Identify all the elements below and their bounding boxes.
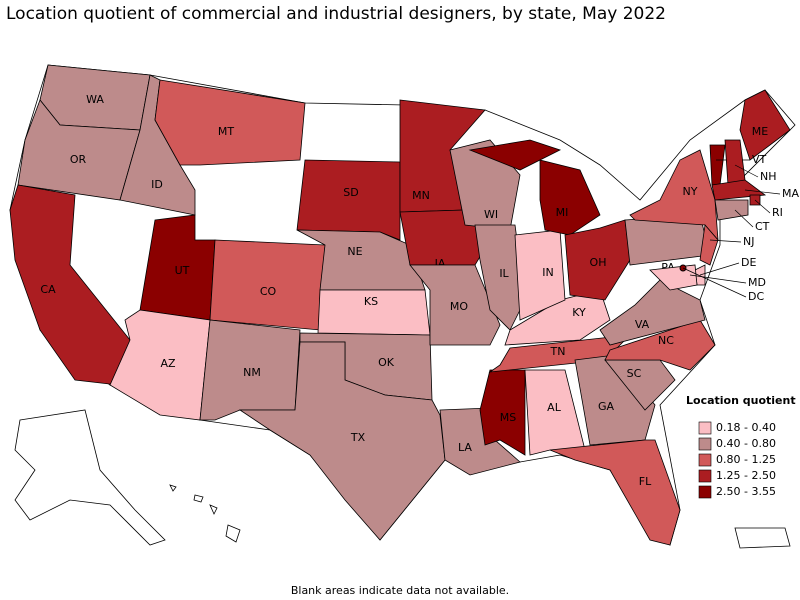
state-label: OR <box>70 153 87 166</box>
state-label: MT <box>218 125 234 138</box>
state-label: NJ <box>743 235 754 248</box>
state-label: RI <box>772 206 783 219</box>
state-shape <box>599 279 706 346</box>
state-label: VT <box>752 153 767 166</box>
state-label: MO <box>450 300 468 313</box>
state-label: MN <box>412 189 430 202</box>
legend-swatch <box>698 421 712 435</box>
legend-label: 0.18 - 0.40 <box>716 421 776 434</box>
leader-line <box>734 164 759 178</box>
state-label: DC <box>748 290 764 303</box>
state-shape <box>238 341 446 541</box>
state-shape <box>409 264 501 346</box>
leader-line <box>734 209 754 228</box>
state-label: FL <box>639 475 652 488</box>
state-shape <box>549 439 681 546</box>
state-label: SC <box>627 367 642 380</box>
leader-line <box>754 199 771 214</box>
state-shape <box>739 89 791 161</box>
leader-line <box>744 189 781 195</box>
state-label: ID <box>151 178 163 191</box>
state-label: ME <box>752 125 768 138</box>
legend-label: 2.50 - 3.55 <box>716 485 776 498</box>
state-label: AL <box>547 401 562 414</box>
state-label: SD <box>343 186 358 199</box>
state-label: NC <box>658 334 674 347</box>
state-label: GA <box>598 400 615 413</box>
state-label: OK <box>378 356 395 369</box>
legend-swatch <box>698 469 712 483</box>
state-label: TN <box>550 345 566 358</box>
legend-label: 0.80 - 1.25 <box>716 453 776 466</box>
footnote: Blank areas indicate data not available. <box>291 584 509 597</box>
state-label: VA <box>635 318 650 331</box>
state-label: NM <box>243 366 261 379</box>
legend-swatch <box>698 485 712 499</box>
state-shape <box>9 184 131 386</box>
state-label: IA <box>435 257 446 270</box>
puerto-rico <box>734 527 791 549</box>
legend-swatch <box>698 437 712 451</box>
leader-line <box>682 267 747 298</box>
state-label: CT <box>755 220 770 233</box>
legend: Location quotient 0.18 - 0.40 0.40 - 0.80… <box>686 394 796 499</box>
state-label: CO <box>260 285 277 298</box>
state-label: NH <box>760 170 777 183</box>
legend-label: 0.40 - 0.80 <box>716 437 776 450</box>
state-label: DE <box>741 256 756 269</box>
state-label: IN <box>542 266 553 279</box>
state-label: CA <box>40 283 56 296</box>
legend-label: 1.25 - 2.50 <box>716 469 776 482</box>
leader-line <box>709 239 742 243</box>
state-label: KY <box>572 306 586 319</box>
hawaii <box>169 484 241 543</box>
state-label: NY <box>683 185 698 198</box>
state-label: IL <box>499 267 509 280</box>
legend-swatch <box>698 453 712 467</box>
state-label: OH <box>590 256 607 269</box>
state-label: TX <box>350 431 366 444</box>
leader-line <box>689 274 747 284</box>
map-title: Location quotient of commercial and indu… <box>6 4 666 24</box>
legend-title: Location quotient <box>686 394 796 407</box>
state-label: NE <box>347 245 362 258</box>
alaska <box>14 409 166 546</box>
state-label: KS <box>364 295 378 308</box>
state-shape <box>514 229 566 321</box>
state-shape <box>699 224 719 266</box>
leader-line <box>699 262 740 276</box>
state-label: UT <box>175 264 190 277</box>
state-label: MS <box>500 411 516 424</box>
state-shape <box>296 159 401 241</box>
state-label: MA <box>782 187 799 200</box>
state-label: WI <box>484 208 498 221</box>
state-label: MD <box>748 276 766 289</box>
state-shape <box>714 199 749 221</box>
states: WA OR CA ID MT UT AZ CO NM SD NE KS OK TX MN IA MO LA WI IL… <box>9 64 799 546</box>
state-label: MI <box>556 206 569 219</box>
state-shape <box>154 79 306 166</box>
state-label: AZ <box>160 357 176 370</box>
state-label: WA <box>86 93 104 106</box>
state-label: LA <box>458 441 472 454</box>
